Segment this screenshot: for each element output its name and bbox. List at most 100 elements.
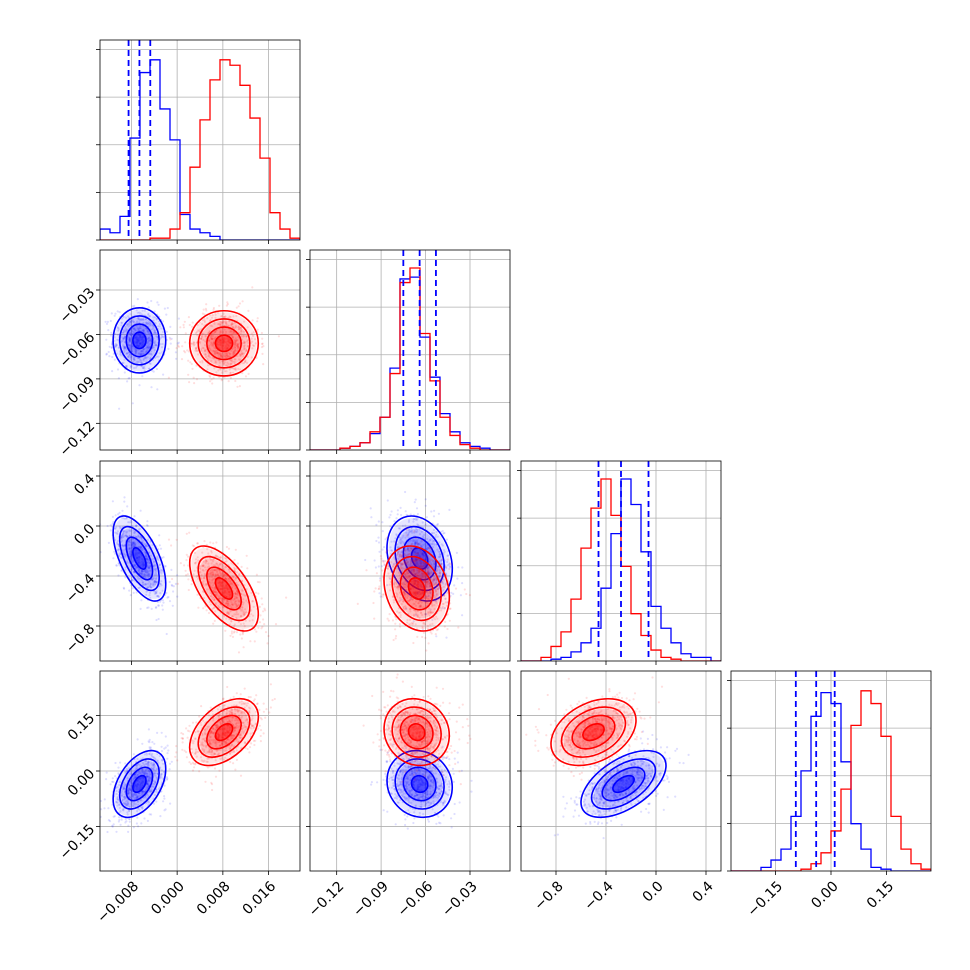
sample-point <box>140 335 143 338</box>
sample-point <box>412 593 415 596</box>
sample-point <box>139 327 143 330</box>
sample-point <box>214 352 217 355</box>
sample-point <box>421 521 424 524</box>
sample-point <box>146 783 149 786</box>
sample-point <box>122 517 125 520</box>
sample-point <box>264 609 267 612</box>
sample-point <box>168 600 172 603</box>
sample-point <box>409 587 412 590</box>
sample-point <box>235 589 239 593</box>
sample-point <box>221 591 224 594</box>
sample-point <box>133 564 136 568</box>
sample-point <box>214 573 217 576</box>
sample-point <box>154 769 157 772</box>
sample-point <box>134 793 137 796</box>
sample-point <box>133 563 136 566</box>
sample-point <box>424 581 427 584</box>
sample-point <box>400 566 403 569</box>
sample-point <box>210 378 213 381</box>
sample-point <box>422 590 425 593</box>
sample-point <box>130 345 133 348</box>
sample-point <box>131 793 134 796</box>
sample-point <box>399 625 402 628</box>
red-density <box>191 312 257 375</box>
sample-point <box>402 541 405 544</box>
sample-point <box>230 349 233 352</box>
sample-point <box>421 576 424 579</box>
sample-point <box>438 553 441 556</box>
sample-point <box>424 544 427 548</box>
sample-point <box>210 551 213 554</box>
panel-frame <box>99 249 301 451</box>
sample-point <box>122 337 125 340</box>
sample-point <box>134 329 137 332</box>
sample-point <box>400 562 403 565</box>
sample-point <box>231 367 234 370</box>
sample-point <box>233 566 236 569</box>
sample-point <box>136 339 139 342</box>
sample-point <box>236 562 239 565</box>
sample-point <box>223 591 226 594</box>
sample-point <box>436 587 440 590</box>
sample-point <box>202 332 205 335</box>
sample-point <box>131 402 134 405</box>
sample-point <box>126 804 129 807</box>
sample-point <box>418 605 421 608</box>
sample-point <box>419 605 422 608</box>
red-density <box>191 548 257 629</box>
sample-point <box>220 581 223 584</box>
sample-point <box>199 348 203 351</box>
sample-point <box>406 547 410 550</box>
sample-point <box>415 507 419 510</box>
blue-density <box>132 547 146 570</box>
sample-point <box>406 547 409 550</box>
sample-point <box>438 541 441 544</box>
sample-point <box>237 603 240 606</box>
sample-point <box>229 371 232 374</box>
sample-point <box>143 817 146 820</box>
sample-point <box>241 633 244 636</box>
sample-point <box>143 573 146 576</box>
sample-point <box>237 599 240 602</box>
sample-point <box>387 565 390 568</box>
sample-point <box>258 605 261 609</box>
sample-point <box>448 607 451 610</box>
sample-point <box>162 601 165 604</box>
sample-point <box>204 334 207 337</box>
sample-point <box>144 583 147 586</box>
sample-point <box>136 342 139 345</box>
sample-point <box>386 584 389 587</box>
sample-point <box>251 319 254 322</box>
sample-point <box>231 575 234 578</box>
sample-point <box>154 568 157 571</box>
sample-point <box>123 500 126 503</box>
sample-point <box>137 788 140 791</box>
sample-point <box>412 583 415 586</box>
sample-point <box>396 586 399 589</box>
sample-point <box>150 578 154 581</box>
sample-point <box>435 533 438 537</box>
sample-point <box>204 605 207 608</box>
sample-point <box>153 341 156 344</box>
sample-point <box>431 605 434 608</box>
sample-point <box>227 363 230 366</box>
sample-point <box>413 557 416 560</box>
sample-point <box>138 384 141 387</box>
sample-point <box>375 523 378 527</box>
sample-point <box>141 806 144 810</box>
sample-point <box>398 555 402 558</box>
sample-point <box>415 584 418 587</box>
sample-point <box>184 351 187 354</box>
sample-point <box>251 625 254 628</box>
sample-point <box>149 339 153 342</box>
sample-point <box>429 571 432 574</box>
sample-point <box>224 355 227 358</box>
sample-point <box>176 342 179 345</box>
sample-point <box>420 574 424 577</box>
sample-point <box>139 352 142 355</box>
sample-point <box>210 341 213 344</box>
sample-point <box>140 793 144 797</box>
sample-point <box>210 334 213 337</box>
sample-point <box>208 374 211 377</box>
sample-point <box>148 362 151 365</box>
